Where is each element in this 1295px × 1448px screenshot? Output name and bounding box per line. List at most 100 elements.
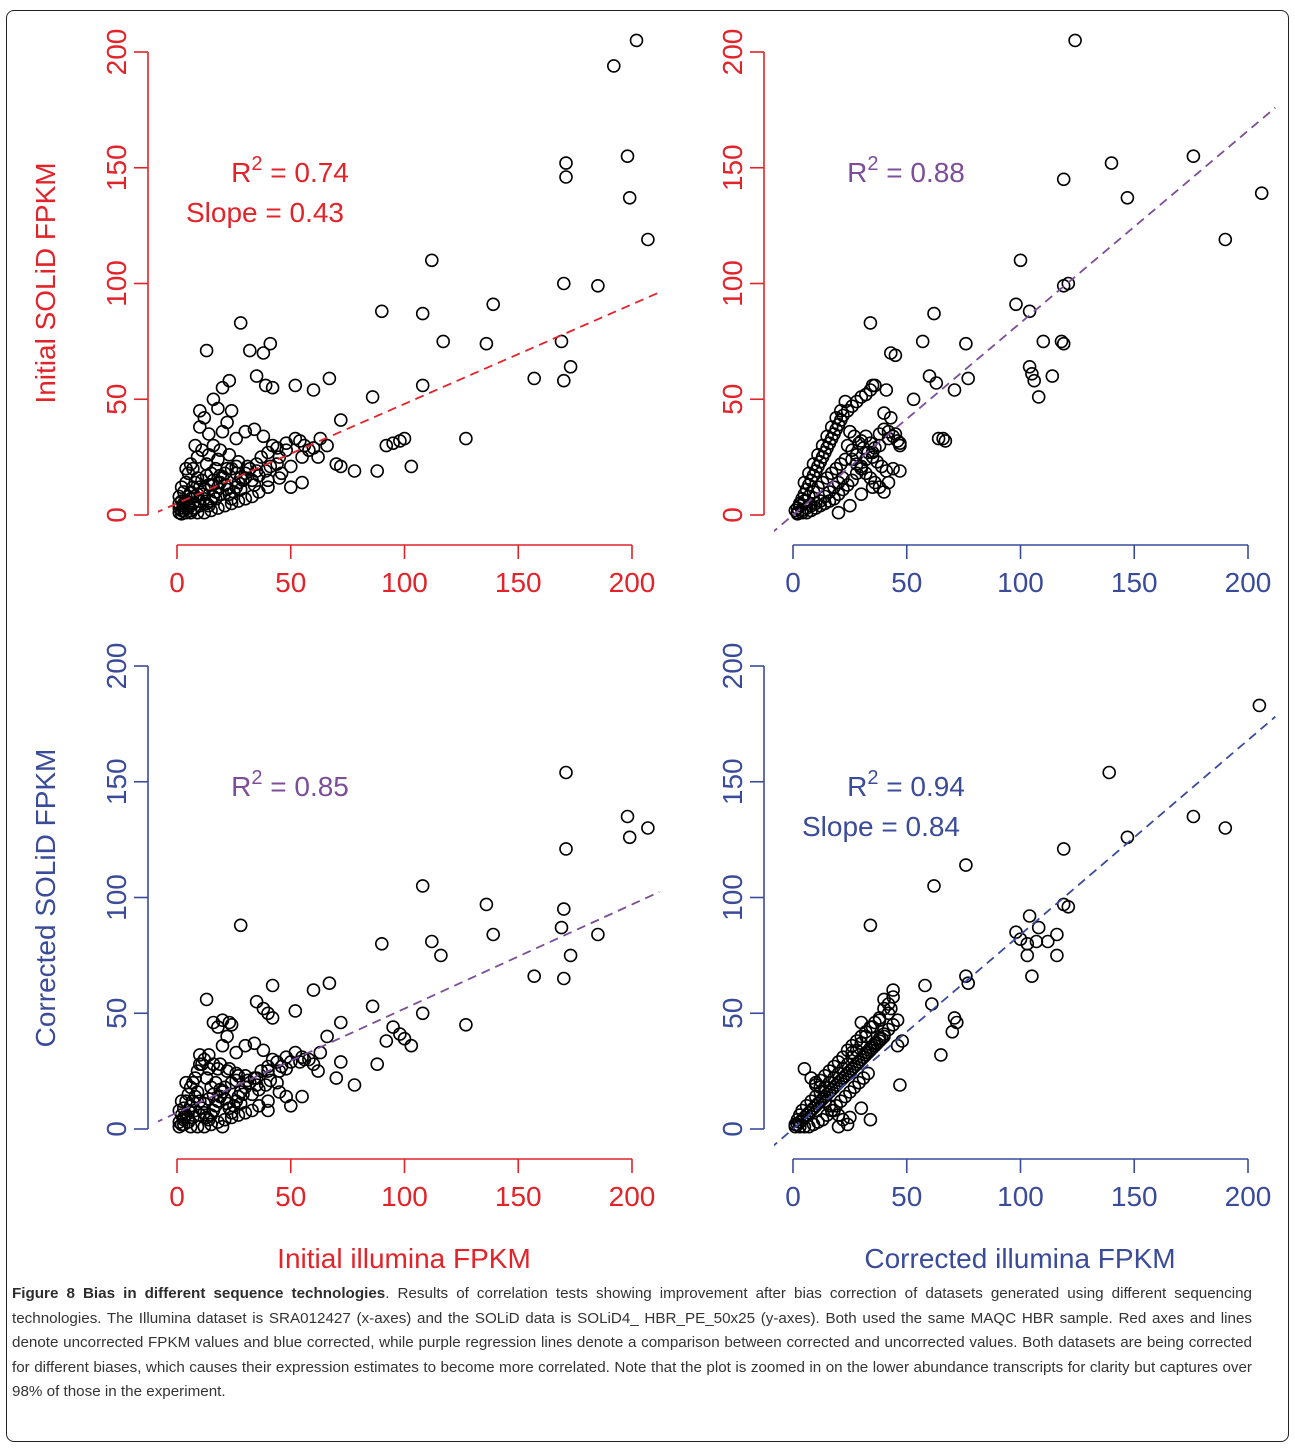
- data-point: [820, 471, 834, 485]
- data-point: [249, 369, 264, 383]
- row-label-top: Initial SOLiD FPKM: [30, 162, 61, 403]
- data-point: [818, 1094, 832, 1108]
- y-tick-label: 200: [717, 29, 748, 76]
- data-point: [820, 429, 834, 444]
- data-point: [211, 1020, 225, 1034]
- data-point: [863, 471, 878, 485]
- data-point: [843, 424, 857, 439]
- data-point: [1025, 969, 1039, 984]
- data-point: [863, 436, 878, 451]
- data-point: [379, 1034, 394, 1048]
- data-point: [229, 459, 243, 474]
- x-tick-label: 50: [891, 1181, 922, 1212]
- data-point: [788, 1119, 803, 1134]
- data-point: [404, 1038, 419, 1053]
- data-point: [320, 1029, 334, 1044]
- data-point: [424, 934, 439, 949]
- data-point: [804, 1071, 819, 1085]
- data-point: [329, 457, 344, 471]
- data-point: [295, 1089, 309, 1104]
- data-point: [804, 1103, 819, 1118]
- data-point: [311, 450, 325, 464]
- x-tick-label: 100: [997, 567, 1044, 598]
- data-point: [190, 1064, 205, 1078]
- data-point: [333, 413, 348, 427]
- data-point: [190, 450, 205, 464]
- data-point: [877, 406, 891, 420]
- data-point: [229, 1073, 243, 1088]
- data-point: [833, 457, 848, 471]
- points-group: [788, 33, 1269, 521]
- data-point: [224, 403, 239, 418]
- data-point: [263, 459, 278, 474]
- data-point: [863, 1112, 878, 1127]
- data-point: [197, 1119, 212, 1134]
- y-tick-label: 150: [717, 144, 748, 191]
- data-point: [806, 1101, 821, 1115]
- x-tick-label: 200: [1225, 567, 1272, 598]
- data-point: [270, 457, 284, 471]
- data-point: [265, 438, 280, 453]
- data-point: [215, 424, 230, 439]
- data-point: [434, 948, 448, 963]
- row-label-bottom: Corrected SOLiD FPKM: [30, 749, 61, 1048]
- data-point: [843, 1110, 857, 1125]
- data-point: [863, 316, 878, 330]
- data-point: [845, 1038, 859, 1053]
- data-point: [845, 1062, 859, 1076]
- y-tick-label: 0: [717, 1121, 748, 1137]
- data-point: [852, 1075, 866, 1090]
- data-point: [231, 1108, 246, 1122]
- panel-bottom-right: 0 50 100 150 200 0 50 100 150 200 R2 = 0.94 Slope =…: [717, 643, 1276, 1212]
- data-point: [256, 429, 271, 444]
- data-point: [1186, 149, 1201, 163]
- data-point: [822, 1064, 837, 1078]
- data-point: [436, 334, 451, 349]
- data-point: [872, 427, 887, 441]
- data-point: [554, 920, 569, 935]
- data-point: [847, 1080, 862, 1095]
- data-point: [858, 1045, 873, 1060]
- data-point: [849, 1057, 864, 1071]
- data-point: [183, 491, 198, 506]
- data-point: [938, 434, 953, 448]
- data-point: [220, 1029, 234, 1044]
- data-point: [215, 1013, 230, 1028]
- y-tick-label: 0: [101, 507, 132, 523]
- data-point: [265, 978, 280, 993]
- y-tick-label: 50: [101, 998, 132, 1029]
- data-point: [415, 1006, 430, 1021]
- data-point: [193, 403, 207, 418]
- data-point: [279, 1062, 294, 1076]
- data-point: [556, 971, 571, 986]
- figure-frame: [6, 10, 1289, 1442]
- data-point: [1068, 33, 1082, 48]
- data-point: [272, 471, 287, 485]
- data-point: [1120, 830, 1135, 845]
- data-point: [854, 1101, 869, 1115]
- r-squared-annotation: R2 = 0.74: [231, 153, 349, 188]
- data-point: [415, 306, 430, 321]
- data-point: [386, 436, 400, 451]
- data-point: [872, 1031, 887, 1046]
- data-point: [840, 1066, 855, 1081]
- data-point: [1102, 765, 1116, 780]
- regression-line: [158, 891, 660, 1123]
- regression-line: [774, 716, 1276, 1147]
- data-point: [245, 473, 259, 488]
- data-point: [202, 1092, 216, 1106]
- data-point: [824, 1103, 839, 1118]
- panel-bottom-left: 0 50 100 150 200 0 50 100 150 200 R2 = 0.85: [101, 643, 660, 1212]
- data-point: [527, 371, 542, 386]
- data-point: [868, 441, 882, 455]
- data-point: [797, 475, 812, 490]
- data-point: [947, 383, 962, 397]
- data-point: [840, 438, 855, 453]
- data-point: [918, 978, 932, 993]
- data-point: [263, 336, 278, 351]
- data-point: [1056, 336, 1071, 351]
- data-point: [174, 480, 189, 495]
- data-point: [877, 992, 891, 1007]
- data-point: [393, 1027, 407, 1041]
- data-point: [1254, 186, 1269, 200]
